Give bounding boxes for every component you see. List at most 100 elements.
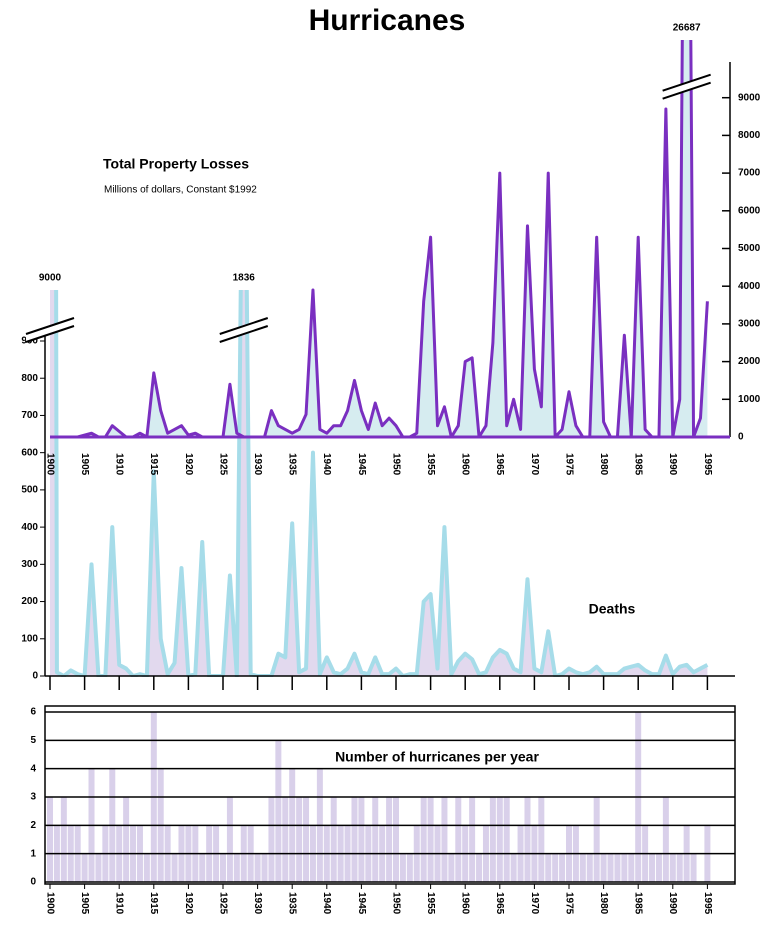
y-tick-label: 600: [21, 447, 38, 458]
bar: [420, 797, 427, 882]
bar: [226, 797, 233, 882]
bar: [123, 797, 130, 882]
x-tick-label: 1910: [114, 453, 125, 476]
bar: [406, 853, 413, 882]
bar: [275, 740, 282, 882]
line: [54, 290, 709, 677]
bar: [386, 797, 393, 882]
bar: [586, 853, 593, 882]
bar: [524, 797, 531, 882]
bar: [628, 853, 635, 882]
y2-tick-label: 1000: [738, 394, 761, 405]
bar: [455, 797, 462, 882]
y-tick-label: 5: [30, 735, 36, 746]
x-tick-label: 1925: [217, 892, 228, 915]
y2-tick-label: 2000: [738, 356, 761, 367]
x-tick-label: 1990: [667, 892, 678, 915]
y2-tick-label: 8000: [738, 130, 761, 141]
series-label: Deaths: [589, 601, 636, 617]
bar: [469, 797, 476, 882]
bar: [330, 797, 337, 882]
bar: [282, 797, 289, 882]
bar: [476, 853, 483, 882]
y-tick-label: 4: [30, 763, 36, 774]
y-tick-label: 1: [30, 848, 36, 859]
x-tick-label: 1965: [494, 453, 505, 476]
y-tick-label: 100: [21, 633, 38, 644]
data-label: 9000: [39, 273, 62, 284]
bar: [607, 853, 614, 882]
y2-tick-label: 0: [738, 432, 744, 443]
bar: [441, 797, 448, 882]
bar: [233, 853, 240, 882]
axis-break: [219, 325, 269, 343]
bar: [393, 797, 399, 882]
x-tick-label: 1960: [460, 892, 471, 915]
y-tick-label: 700: [21, 410, 38, 421]
x-tick-label: 1920: [183, 453, 194, 476]
y-tick-label: 500: [21, 485, 38, 496]
chart-title: Hurricanes: [309, 4, 466, 37]
x-tick-label: 1915: [148, 453, 159, 476]
series-label: Total Property Losses: [103, 156, 249, 172]
x-tick-label: 1930: [252, 892, 263, 915]
x-tick-label: 1945: [356, 892, 367, 915]
x-tick-label: 1940: [321, 453, 332, 476]
bar: [372, 797, 379, 882]
x-tick-label: 1985: [633, 453, 644, 476]
x-tick-label: 1985: [633, 892, 644, 915]
x-tick-label: 1995: [702, 453, 713, 476]
x-tick-label: 1905: [79, 892, 90, 915]
bar: [261, 853, 268, 882]
x-tick-label: 1915: [148, 892, 159, 915]
x-tick-label: 1970: [529, 892, 540, 915]
series-group: [50, 40, 709, 438]
bar: [662, 797, 669, 882]
axis-break: [662, 73, 711, 92]
x-tick-label: 1925: [217, 453, 228, 476]
y-tick-label: 6: [30, 707, 36, 718]
y2-tick-label: 4000: [738, 281, 761, 292]
y-tick-label: 200: [21, 596, 38, 607]
x-tick-label: 1960: [460, 453, 471, 476]
y-tick-label: 400: [21, 522, 38, 533]
x-tick-label: 1990: [667, 453, 678, 476]
bar: [545, 853, 552, 882]
bar: [199, 853, 206, 882]
y-tick-label: 0: [32, 671, 38, 682]
axis-break: [662, 74, 711, 99]
bar: [669, 853, 676, 882]
x-tick-label: 1995: [702, 892, 713, 915]
x-tick-label: 1930: [252, 453, 263, 476]
bar: [614, 853, 621, 882]
bar: [579, 853, 586, 882]
bar: [690, 853, 697, 882]
axis-label: Millions of dollars, Constant $1992: [104, 185, 257, 196]
x-tick-label: 1935: [287, 892, 298, 915]
x-tick-label: 1980: [598, 453, 609, 476]
bar: [81, 853, 88, 882]
y2-tick-label: 7000: [738, 168, 761, 179]
bar: [593, 797, 600, 882]
bar: [621, 853, 628, 882]
data-label: 1836: [233, 273, 256, 284]
line: [50, 40, 709, 438]
axis-break: [662, 81, 711, 100]
x-tick-label: 1910: [114, 892, 125, 915]
chart-title: Number of hurricanes per year: [335, 749, 539, 765]
x-tick-label: 1905: [79, 453, 90, 476]
y-tick-label: 2: [30, 820, 36, 831]
x-tick-label: 1900: [44, 892, 55, 915]
bar: [60, 797, 67, 882]
x-tick-label: 1975: [563, 892, 574, 915]
bar: [303, 797, 310, 882]
bar: [358, 797, 365, 882]
data-label: 26687: [673, 23, 701, 34]
bar: [268, 797, 275, 882]
bar: [552, 853, 559, 882]
x-tick-label: 1920: [183, 892, 194, 915]
axis-break: [219, 318, 268, 342]
y2-tick-label: 3000: [738, 319, 761, 330]
area: [50, 40, 708, 437]
